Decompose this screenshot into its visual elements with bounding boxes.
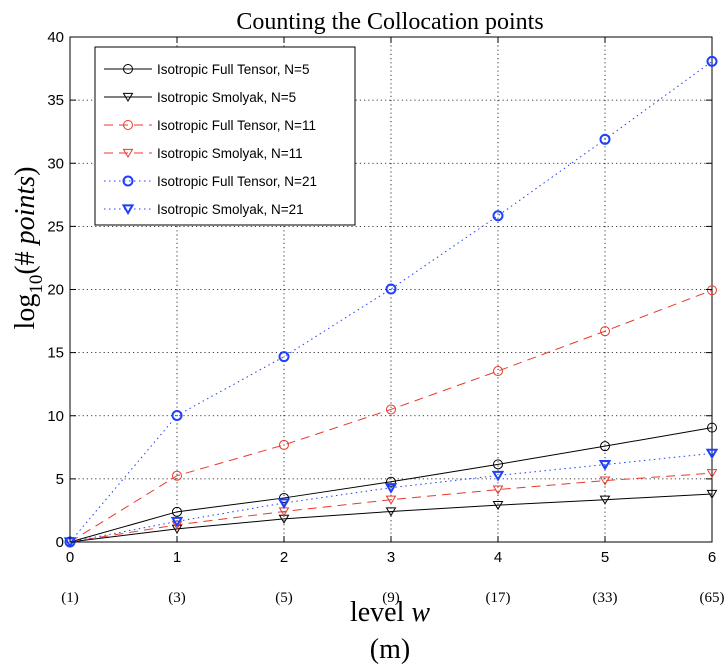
data-point-circle xyxy=(171,409,183,421)
y-tick-label: 20 xyxy=(47,282,64,299)
data-point-triangle xyxy=(598,460,612,471)
data-point-triangle xyxy=(170,516,184,528)
x-secondary-tick-label: (33) xyxy=(593,590,618,606)
series-line xyxy=(69,289,713,543)
y-tick-label: 25 xyxy=(47,218,64,235)
x-secondary-tick-label: (1) xyxy=(61,590,79,606)
data-point-triangle xyxy=(492,485,504,495)
legend-label: Isotropic Smolyak, N=21 xyxy=(157,202,304,217)
legend-box xyxy=(94,46,356,226)
data-point-triangle xyxy=(122,92,134,103)
series-line xyxy=(69,452,713,543)
legend-label: Isotropic Smolyak, N=11 xyxy=(157,146,303,161)
y-tick-label: 0 xyxy=(56,534,64,551)
axis-ticks xyxy=(69,36,713,543)
y-tick-label: 15 xyxy=(47,345,64,362)
data-point-circle xyxy=(385,283,397,295)
y-tick-label: 10 xyxy=(47,408,64,425)
data-point-triangle xyxy=(706,469,718,479)
legend-entry: Isotropic Smolyak, N=21 xyxy=(104,202,304,217)
legend-entry: Isotropic Smolyak, N=5 xyxy=(104,90,296,105)
data-point-circle xyxy=(279,439,289,450)
y-axis-label: log10(# points) xyxy=(10,167,47,330)
y-tick-labels: 0 5 10 15 20 25 30 35 40 xyxy=(47,29,64,551)
x-tick-labels: 0 1 2 3 4 5 6 xyxy=(66,549,716,566)
series-4 xyxy=(64,55,718,548)
data-point-triangle xyxy=(705,448,719,460)
data-point-circle xyxy=(600,441,610,452)
chart-title: Counting the Collocation points xyxy=(236,9,543,35)
data-point-circle xyxy=(172,506,182,517)
legend-label: Isotropic Full Tensor, N=21 xyxy=(157,174,317,189)
series-line xyxy=(69,427,713,543)
data-point-circle xyxy=(386,404,396,415)
series-5 xyxy=(63,448,719,549)
x-tick-label: 6 xyxy=(708,549,716,566)
x-tick-label: 0 xyxy=(66,549,74,566)
data-point-circle xyxy=(707,285,717,296)
data-point-circle xyxy=(122,175,134,187)
x-tick-label: 3 xyxy=(387,549,395,566)
x-axis-label: level w xyxy=(350,597,430,628)
legend-entry: Isotropic Full Tensor, N=5 xyxy=(104,62,309,77)
data-point-triangle xyxy=(599,495,611,505)
x-tick-label: 4 xyxy=(494,549,502,566)
data-point-triangle xyxy=(171,520,183,530)
data-point-circle xyxy=(279,492,289,503)
y-tick-label: 5 xyxy=(56,471,64,488)
data-point-circle xyxy=(599,133,611,145)
data-point-circle xyxy=(492,210,504,222)
y-tick-label: 35 xyxy=(47,92,64,109)
data-point-triangle xyxy=(706,489,718,500)
series-0 xyxy=(65,422,717,547)
x-axis-secondary-label: (m) xyxy=(370,634,410,665)
legend-entry: Isotropic Full Tensor, N=21 xyxy=(104,174,317,189)
data-point-triangle xyxy=(121,204,135,216)
data-point-circle xyxy=(493,366,503,377)
data-point-triangle xyxy=(492,501,504,511)
legend-label: Isotropic Smolyak, N=5 xyxy=(157,90,296,105)
y-tick-label: 40 xyxy=(47,29,64,46)
data-point-circle xyxy=(386,476,396,487)
legend: Isotropic Full Tensor, N=5 Isotropic Smol… xyxy=(94,46,356,226)
x-secondary-tick-label: (5) xyxy=(275,590,293,606)
x-tick-label: 2 xyxy=(280,549,288,566)
data-point-circle xyxy=(123,120,133,130)
data-point-triangle xyxy=(385,495,397,505)
data-point-triangle xyxy=(385,507,397,517)
data-point-circle xyxy=(123,64,133,74)
data-point-triangle xyxy=(122,148,134,159)
legend-label: Isotropic Full Tensor, N=11 xyxy=(157,118,316,133)
x-secondary-tick-labels: (1) (3) (5) (9) (17) (33) (65) xyxy=(61,590,724,606)
x-secondary-tick-label: (3) xyxy=(168,590,186,606)
data-point-circle xyxy=(707,422,717,433)
x-tick-label: 1 xyxy=(173,549,181,566)
data-point-triangle xyxy=(277,498,291,510)
y-tick-label: 30 xyxy=(47,155,64,172)
data-point-circle xyxy=(600,326,610,337)
data-point-circle xyxy=(493,459,503,470)
series-line xyxy=(69,493,713,543)
legend-label: Isotropic Full Tensor, N=5 xyxy=(157,62,309,77)
x-secondary-tick-label: (9) xyxy=(382,590,400,606)
data-point-circle xyxy=(172,470,182,481)
data-point-circle xyxy=(706,55,718,67)
x-secondary-tick-label: (17) xyxy=(486,590,511,606)
x-secondary-tick-label: (65) xyxy=(700,590,725,606)
legend-entry: Isotropic Smolyak, N=11 xyxy=(104,146,303,161)
data-point-triangle xyxy=(599,476,611,486)
legend-entry: Isotropic Full Tensor, N=11 xyxy=(104,118,316,133)
x-tick-label: 5 xyxy=(601,549,609,566)
data-point-triangle xyxy=(384,483,398,494)
series-line xyxy=(69,60,713,543)
series-layer xyxy=(63,55,719,549)
data-point-triangle xyxy=(491,470,505,482)
data-point-circle xyxy=(278,351,290,363)
